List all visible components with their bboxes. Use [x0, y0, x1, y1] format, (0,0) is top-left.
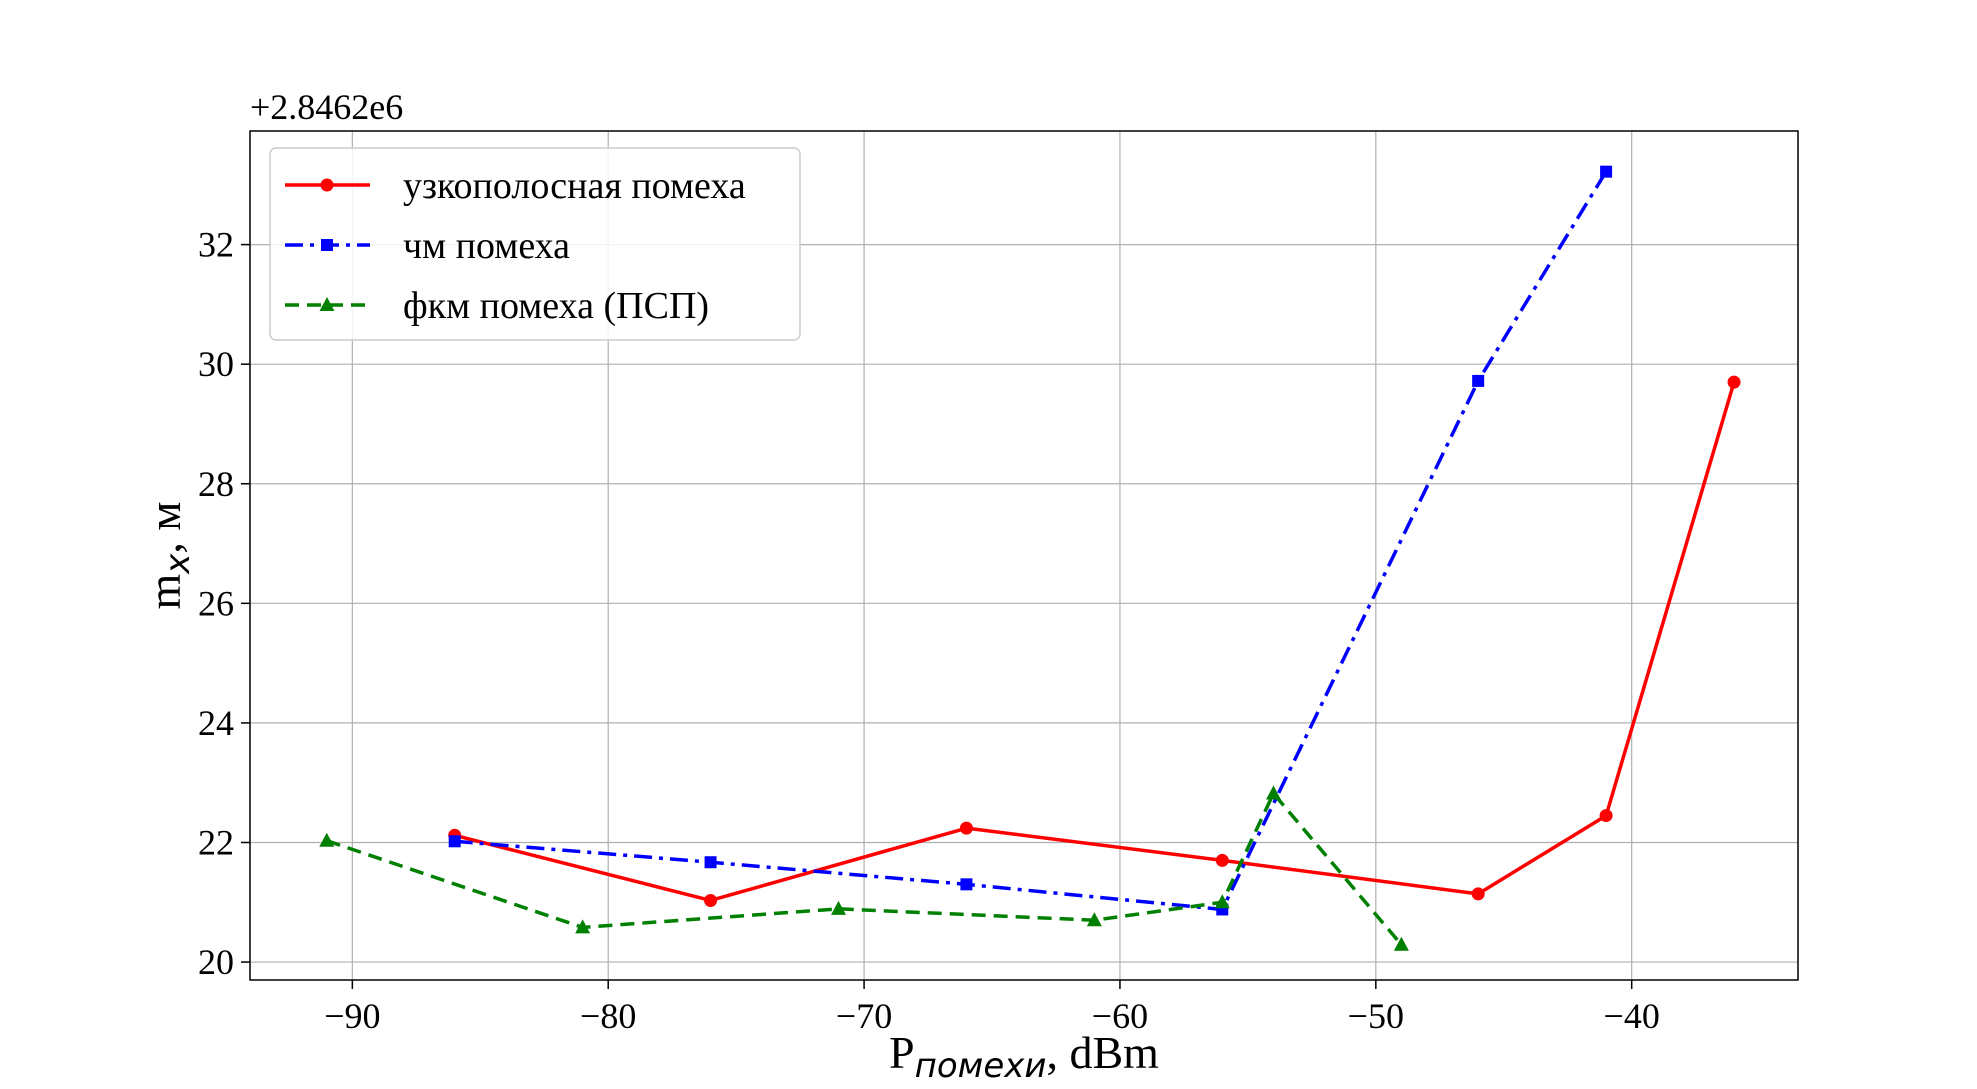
legend-marker — [319, 297, 335, 311]
data-point — [448, 835, 461, 848]
data-point — [959, 821, 973, 835]
y-tick-label: 20 — [198, 942, 234, 982]
y-tick-label: 32 — [198, 225, 234, 265]
data-point — [1265, 785, 1281, 800]
data-point — [1215, 853, 1229, 867]
x-tick-label: −40 — [1604, 996, 1660, 1036]
data-point — [704, 856, 717, 869]
legend-marker — [321, 239, 333, 251]
y-axis-label-sub: x — [158, 553, 198, 575]
data-point — [1393, 936, 1409, 951]
x-axis-label: Pпомехи, dBm — [889, 1027, 1159, 1086]
data-point — [1214, 894, 1230, 909]
x-axis-label-sub: помехи — [915, 1046, 1047, 1086]
data-point — [319, 832, 335, 847]
legend-item: узкополосная помеха — [285, 165, 746, 207]
series-line — [454, 381, 1736, 903]
data-point — [1471, 887, 1485, 901]
x-tick-label: −70 — [836, 996, 892, 1036]
plot-frame — [249, 130, 1799, 981]
legend: узкополосная помеха чм помеха фкм помеха (… — [269, 147, 801, 341]
legend-item: фкм помеха (ПСП) — [285, 285, 709, 327]
data-point — [1086, 912, 1102, 927]
data-point — [1600, 165, 1613, 178]
legend-label: фкм помеха (ПСП) — [403, 285, 709, 327]
y-axis-label-main: m — [139, 574, 190, 610]
series-2 — [448, 165, 1613, 916]
data-point — [1727, 375, 1741, 389]
legend-marker — [320, 178, 334, 192]
y-tick-label: 28 — [198, 464, 234, 504]
data-point — [960, 878, 973, 891]
data-point — [704, 893, 718, 907]
x-tick-label: −90 — [324, 996, 380, 1036]
grid — [250, 131, 1798, 980]
legend-label: чм помеха — [403, 225, 570, 267]
data-point — [830, 900, 846, 915]
data-point — [575, 919, 591, 934]
data-point — [1472, 374, 1485, 387]
y-tick-label: 30 — [198, 344, 234, 384]
x-axis-label-main: P — [889, 1027, 915, 1078]
y-tick-label: 22 — [198, 822, 234, 862]
y-offset-label: +2.8462e6 — [250, 87, 403, 127]
series-1 — [448, 375, 1741, 907]
data-point — [1599, 809, 1613, 823]
legend-label: узкополосная помеха — [403, 165, 746, 207]
x-tick-label: −60 — [1092, 996, 1148, 1036]
x-tick-label: −50 — [1348, 996, 1404, 1036]
series-3 — [319, 785, 1409, 951]
legend-item: чм помеха — [285, 225, 570, 267]
x-tick-label: −80 — [580, 996, 636, 1036]
series-layer — [319, 165, 1741, 951]
ticks: −90 −80 −70 −60 −50 −40 20 22 24 26 28 30 32 — [198, 225, 1660, 1036]
x-axis-label-suffix: , dBm — [1046, 1027, 1159, 1078]
legend-box — [269, 147, 801, 341]
y-tick-label: 26 — [198, 583, 234, 623]
y-axis-label-suffix: , м — [139, 501, 190, 553]
y-axis-label: mx, м — [139, 501, 198, 609]
y-tick-label: 24 — [198, 703, 234, 743]
